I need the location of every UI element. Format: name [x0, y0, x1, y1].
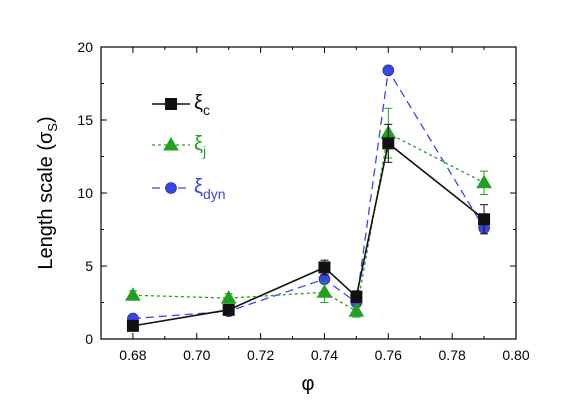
y-axis-ticks: 0 5 10 15 20: [77, 39, 516, 347]
data-point: [382, 64, 395, 77]
plot-frame: [100, 46, 517, 340]
data-point: [163, 137, 179, 151]
data-point: [478, 213, 491, 226]
series-layer: [125, 64, 492, 332]
legend-label: ξj: [194, 133, 206, 159]
x-tick-label: 0.70: [183, 347, 210, 363]
series-line: [132, 141, 485, 327]
x-tick-label: 0.80: [502, 347, 529, 363]
x-tick-label: 0.74: [311, 347, 338, 363]
x-axis-label: φ: [302, 373, 315, 395]
legend-label-subscript: c: [203, 102, 210, 118]
y-tick-label: 10: [77, 185, 93, 201]
legend-label-subscript: dyn: [203, 186, 226, 202]
x-tick-label: 0.76: [375, 347, 402, 363]
y-tick-label: 5: [85, 258, 93, 274]
data-point: [220, 290, 237, 304]
legend-label: ξc: [194, 92, 210, 118]
x-axis-ticks: 0.68 0.70 0.72 0.74 0.76 0.78 0.80: [119, 47, 530, 363]
legend-entry: ξdyn: [152, 176, 226, 202]
data-point: [382, 137, 395, 150]
y-axis-label-sub: S: [45, 123, 60, 132]
x-tick-label: 0.68: [119, 347, 146, 363]
y-axis-label-close: ): [35, 116, 57, 123]
x-tick-label: 0.72: [247, 347, 274, 363]
series-triangle: [125, 107, 492, 318]
data-point: [125, 287, 141, 301]
legend-label-symbol: ξ: [194, 133, 203, 155]
data-point: [126, 319, 139, 332]
y-tick-label: 20: [77, 39, 93, 55]
legend-label-symbol: ξ: [194, 176, 203, 198]
legend-label: ξdyn: [194, 176, 226, 202]
y-axis-label: Length scale (σS): [35, 116, 60, 269]
data-point: [222, 303, 235, 316]
data-point: [476, 174, 492, 189]
legend-entry: ξc: [152, 92, 210, 118]
x-tick-label: 0.78: [439, 347, 466, 363]
data-point: [318, 261, 331, 274]
data-point: [316, 284, 333, 298]
series-line: [132, 132, 485, 313]
legend-label-subscript: j: [202, 143, 206, 159]
series-line: [132, 68, 485, 320]
data-point: [165, 182, 177, 194]
y-tick-label: 15: [77, 112, 93, 128]
data-point: [350, 290, 363, 303]
legend-entry: ξj: [152, 133, 206, 159]
data-point: [165, 98, 177, 110]
y-axis-label-main: Length scale (σ: [35, 131, 57, 270]
series-square: [126, 123, 491, 332]
data-point: [348, 303, 365, 317]
y-tick-label: 0: [85, 331, 93, 347]
legend-label-symbol: ξ: [194, 92, 203, 114]
